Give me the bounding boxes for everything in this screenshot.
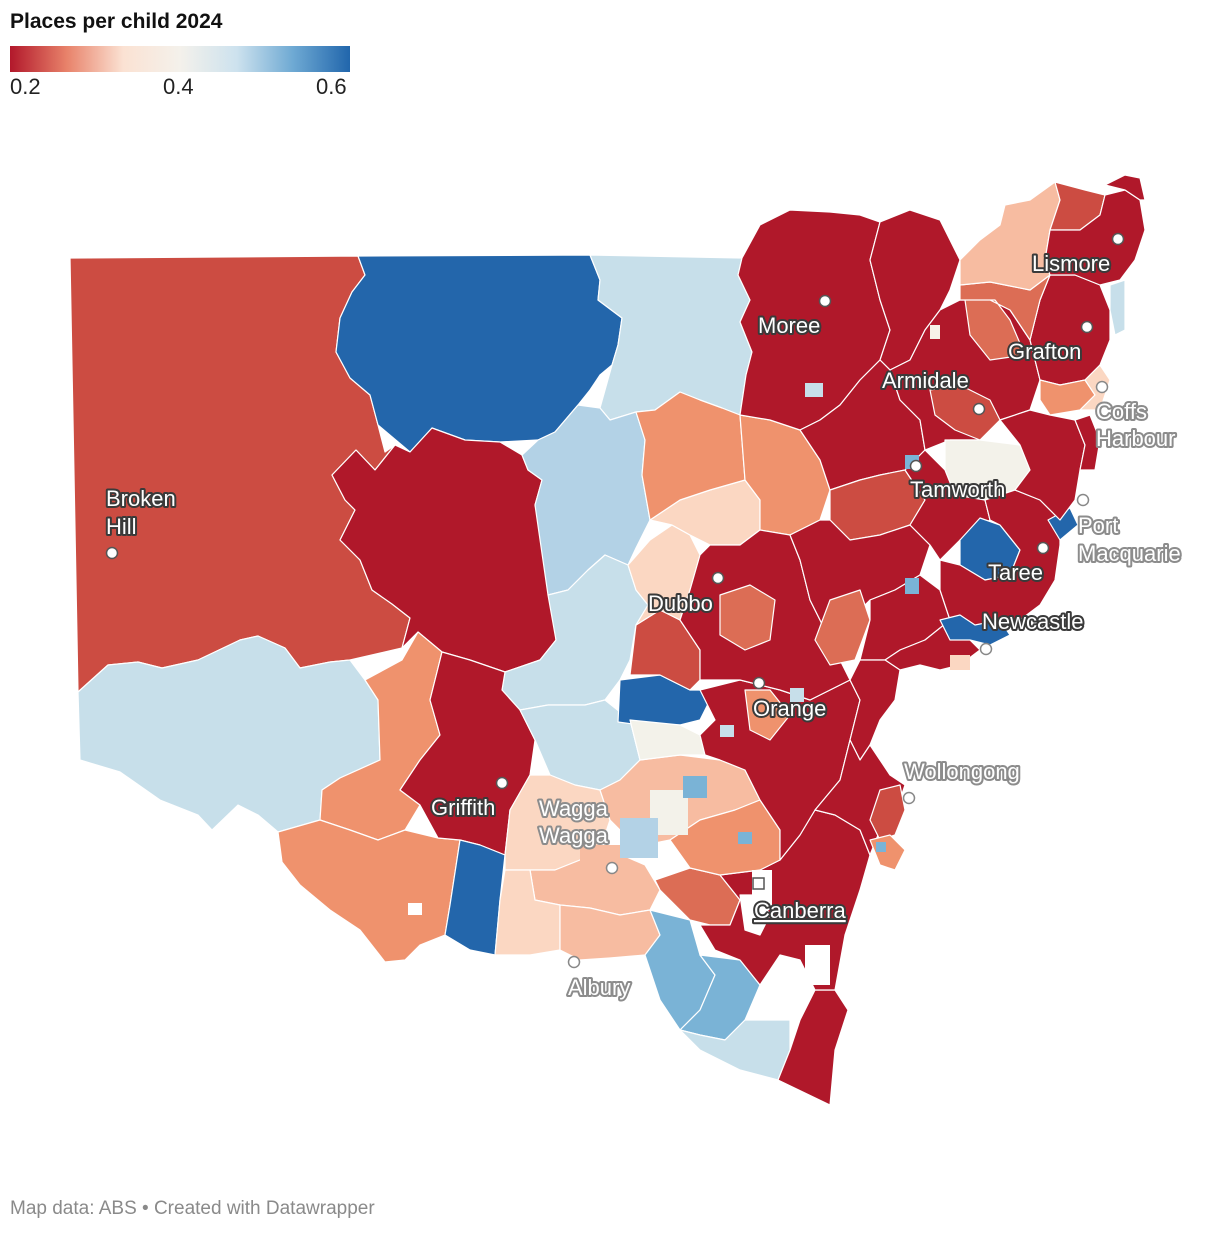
region-bombala[interactable]: [679, 1019, 791, 1081]
legend-tick-min: 0.2: [10, 74, 41, 99]
marker-canberra: [752, 877, 765, 890]
patch-cootamundra-blue: [683, 776, 707, 798]
region-forbes[interactable]: [617, 674, 716, 726]
region-mid-western[interactable]: [814, 589, 871, 666]
patch-tumut-blue: [620, 818, 658, 858]
marker-tamworth: [909, 459, 923, 473]
city-markers: [105, 232, 1125, 969]
patch-young-blue: [738, 832, 752, 844]
patch-dubbo-blue: [905, 578, 919, 594]
region-young[interactable]: [669, 799, 781, 876]
marker-dubbo: [711, 571, 725, 585]
marker-armidale: [972, 402, 986, 416]
region-coffs[interactable]: [1079, 364, 1111, 411]
region-balranald[interactable]: [319, 631, 443, 841]
map-title: Places per child 2024: [10, 10, 223, 33]
region-sydney-mix[interactable]: [869, 784, 906, 841]
label-grafton: Grafton: [1008, 339, 1081, 364]
legend-tick-mid: 0.4: [163, 74, 194, 99]
color-legend-bar: [10, 46, 350, 72]
marker-griffith: [495, 776, 509, 790]
patch-bourke-town: [805, 383, 823, 397]
map-regions: [69, 174, 1146, 1106]
marker-orange: [752, 676, 766, 690]
region-wentworth-south[interactable]: [277, 819, 461, 963]
label-port-macquarie: Port Macquarie: [1078, 513, 1181, 566]
marker-port-macquarie: [1076, 493, 1090, 507]
marker-newcastle: [979, 642, 993, 656]
label-wollongong: Wollongong: [904, 759, 1020, 784]
patch-sydney-west: [720, 725, 734, 737]
region-tweed[interactable]: [1104, 174, 1146, 201]
label-wagga-wagga: Wagga Wagga: [539, 796, 609, 848]
marker-grafton: [1080, 320, 1094, 334]
label-newcastle: Newcastle: [982, 609, 1083, 634]
marker-wollongong: [902, 791, 916, 805]
patch-sydney-blue: [876, 842, 886, 852]
label-armidale: Armidale: [882, 368, 969, 393]
marker-taree: [1036, 541, 1050, 555]
region-armidale-core[interactable]: [929, 384, 1001, 441]
label-tamworth: Tamworth: [910, 477, 1005, 502]
label-moree: Moree: [758, 313, 820, 338]
marker-broken-hill: [105, 546, 119, 560]
city-labels: Lismore Moree Grafton Armidale Coffs Harb…: [104, 249, 1183, 1002]
label-lismore: Lismore: [1032, 251, 1110, 276]
label-albury: Albury: [568, 975, 630, 1000]
region-illawarra[interactable]: [869, 834, 906, 871]
region-lachlan-south[interactable]: [629, 719, 706, 761]
patch-orange-blue: [790, 688, 804, 702]
region-albury[interactable]: [559, 904, 661, 961]
marker-wagga-wagga: [605, 861, 619, 875]
region-wellington[interactable]: [719, 584, 776, 651]
label-griffith: Griffith: [431, 795, 495, 820]
map-source-footer: Map data: ABS • Created with Datawrapper: [10, 1198, 375, 1219]
region-newcastle-blue[interactable]: [939, 614, 1011, 646]
region-orange-area[interactable]: [744, 689, 791, 741]
patch-bega-white: [805, 945, 830, 985]
patch-wentworth-white: [408, 903, 422, 915]
marker-lismore: [1111, 232, 1125, 246]
marker-albury: [567, 955, 581, 969]
marker-moree: [818, 294, 832, 308]
region-nambucca[interactable]: [1074, 414, 1101, 471]
patch-sydney-light: [950, 655, 970, 670]
patch-walgett-white: [930, 325, 940, 339]
region-cobar[interactable]: [521, 404, 651, 596]
marker-coffs-harbour: [1095, 380, 1109, 394]
region-lismore[interactable]: [1044, 189, 1146, 286]
map-small-patches: [408, 325, 970, 985]
region-byron[interactable]: [1109, 279, 1126, 336]
label-dubbo: Dubbo: [648, 591, 713, 616]
label-orange: Orange: [753, 696, 826, 721]
label-taree: Taree: [988, 560, 1043, 585]
legend-tick-max: 0.6: [316, 74, 347, 99]
label-canberra: Canberra: [754, 898, 846, 923]
region-hawkesbury[interactable]: [849, 659, 901, 761]
label-coffs-harbour: Coffs Harbour: [1096, 399, 1175, 451]
label-broken-hill: Broken Hill: [106, 486, 176, 539]
